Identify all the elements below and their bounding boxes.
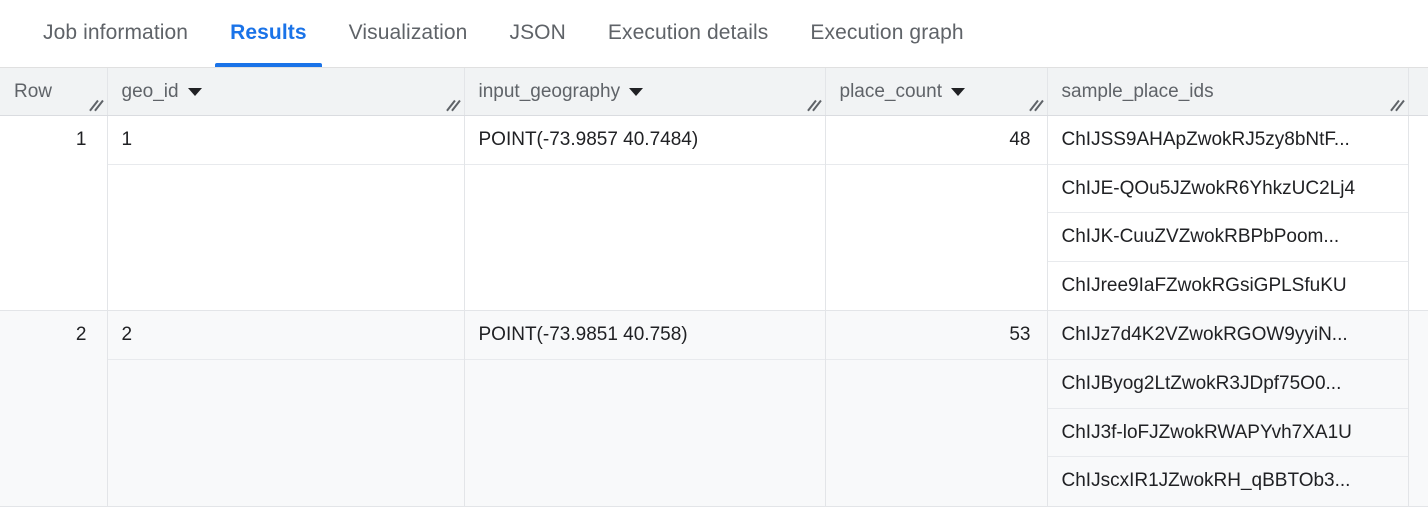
cell-spacer	[1408, 310, 1428, 507]
column-header-sample-place-ids[interactable]: sample_place_ids	[1047, 68, 1409, 116]
column-label-place-count: place_count	[839, 80, 942, 102]
results-tab-bar: Job information Results Visualization JS…	[0, 0, 1428, 68]
cell-sample-place-ids: ChIJz7d4K2VZwokRGOW9yyiN... ChIJByog2LtZ…	[1047, 310, 1409, 507]
list-item: ChIJscxIR1JZwokRH_qBBTOb3...	[1061, 470, 1351, 492]
input-geography-value: POINT(-73.9857 40.7484)	[478, 129, 699, 150]
table-header: Row geo_id input_geography place_c	[0, 68, 1428, 116]
sample-place-ids-list: ChIJz7d4K2VZwokRGOW9yyiN... ChIJByog2LtZ…	[1047, 311, 1408, 505]
cell-inner-divider	[107, 164, 464, 165]
cell-input-geography: POINT(-73.9851 40.758)	[464, 310, 826, 507]
list-item: ChIJSS9AHApZwokRJ5zy8bNtF...	[1047, 116, 1408, 165]
tab-execution-graph[interactable]: Execution graph	[789, 0, 984, 67]
cell-inner-divider	[107, 359, 464, 361]
column-header-input-geography[interactable]: input_geography	[464, 68, 826, 116]
tab-json[interactable]: JSON	[488, 0, 586, 67]
sample-place-ids-list: ChIJSS9AHApZwokRJ5zy8bNtF... ChIJE-QOu5J…	[1047, 116, 1408, 310]
geo-id-value: 2	[121, 324, 133, 346]
results-table-container: Row geo_id input_geography place_c	[0, 68, 1428, 508]
column-label-geo-id: geo_id	[121, 80, 179, 102]
list-item: ChIJ3f-loFJZwokRWAPYvh7XA1U	[1047, 409, 1408, 458]
place-count-value: 53	[1009, 324, 1031, 346]
tab-results[interactable]: Results	[209, 0, 328, 67]
cell-geo-id: 1	[107, 115, 465, 312]
column-header-row[interactable]: Row	[0, 68, 108, 116]
column-header-geo-id[interactable]: geo_id	[107, 68, 465, 116]
row-number-value: 2	[75, 324, 87, 346]
chevron-down-icon[interactable]	[950, 87, 965, 96]
cell-inner-divider	[464, 359, 825, 361]
table-row[interactable]: 1 1 POINT(-73.9857 40.7484) 48 ChIJSS9AH…	[0, 115, 1428, 312]
column-header-spacer	[1408, 68, 1428, 116]
geo-id-value: 1	[121, 129, 133, 150]
row-number-value: 1	[75, 129, 87, 150]
cell-geo-id: 2	[107, 310, 465, 507]
list-item: ChIJE-QOu5JZwokR6YhkzUC2Lj4	[1047, 165, 1408, 214]
tab-execution-details[interactable]: Execution details	[587, 0, 789, 67]
cell-sample-place-ids: ChIJSS9AHApZwokRJ5zy8bNtF... ChIJE-QOu5J…	[1047, 115, 1409, 312]
cell-inner-divider	[825, 359, 1047, 361]
header-row: Row geo_id input_geography place_c	[0, 68, 1428, 116]
column-label-row: Row	[14, 80, 53, 102]
results-table: Row geo_id input_geography place_c	[0, 68, 1428, 507]
column-resize-handle-row[interactable]	[89, 98, 105, 114]
place-count-value: 48	[1009, 129, 1031, 150]
list-item: ChIJree9IaFZwokRGsiGPLSfuKU	[1061, 274, 1347, 296]
table-body: 1 1 POINT(-73.9857 40.7484) 48 ChIJSS9AH…	[0, 115, 1428, 507]
chevron-down-icon[interactable]	[187, 87, 202, 96]
column-header-place-count[interactable]: place_count	[825, 68, 1048, 116]
column-label-input-geography: input_geography	[478, 80, 621, 102]
column-resize-handle-sample-place-ids[interactable]	[1390, 98, 1406, 114]
cell-inner-divider	[825, 164, 1047, 165]
table-row[interactable]: 2 2 POINT(-73.9851 40.758) 53 ChIJz7d4K2…	[0, 310, 1428, 507]
tab-visualization[interactable]: Visualization	[328, 0, 489, 67]
tab-job-information[interactable]: Job information	[22, 0, 209, 67]
list-item: ChIJK-CuuZVZwokRBPbPoom...	[1047, 213, 1408, 262]
list-item: ChIJByog2LtZwokR3JDpf75O0...	[1047, 360, 1408, 409]
column-resize-handle-geo-id[interactable]	[446, 98, 462, 114]
column-label-sample-place-ids: sample_place_ids	[1061, 80, 1214, 102]
cell-place-count: 48	[825, 115, 1048, 312]
column-resize-handle-place-count[interactable]	[1029, 98, 1045, 114]
list-item: ChIJz7d4K2VZwokRGOW9yyiN...	[1047, 311, 1408, 360]
cell-row-number: 2	[0, 310, 108, 507]
input-geography-value: POINT(-73.9851 40.758)	[478, 324, 688, 346]
cell-input-geography: POINT(-73.9857 40.7484)	[464, 115, 826, 312]
cell-spacer	[1408, 115, 1428, 312]
cell-place-count: 53	[825, 310, 1048, 507]
chevron-down-icon[interactable]	[629, 87, 644, 96]
cell-row-number: 1	[0, 115, 108, 312]
cell-inner-divider	[464, 164, 825, 165]
column-resize-handle-input-geography[interactable]	[807, 98, 823, 114]
